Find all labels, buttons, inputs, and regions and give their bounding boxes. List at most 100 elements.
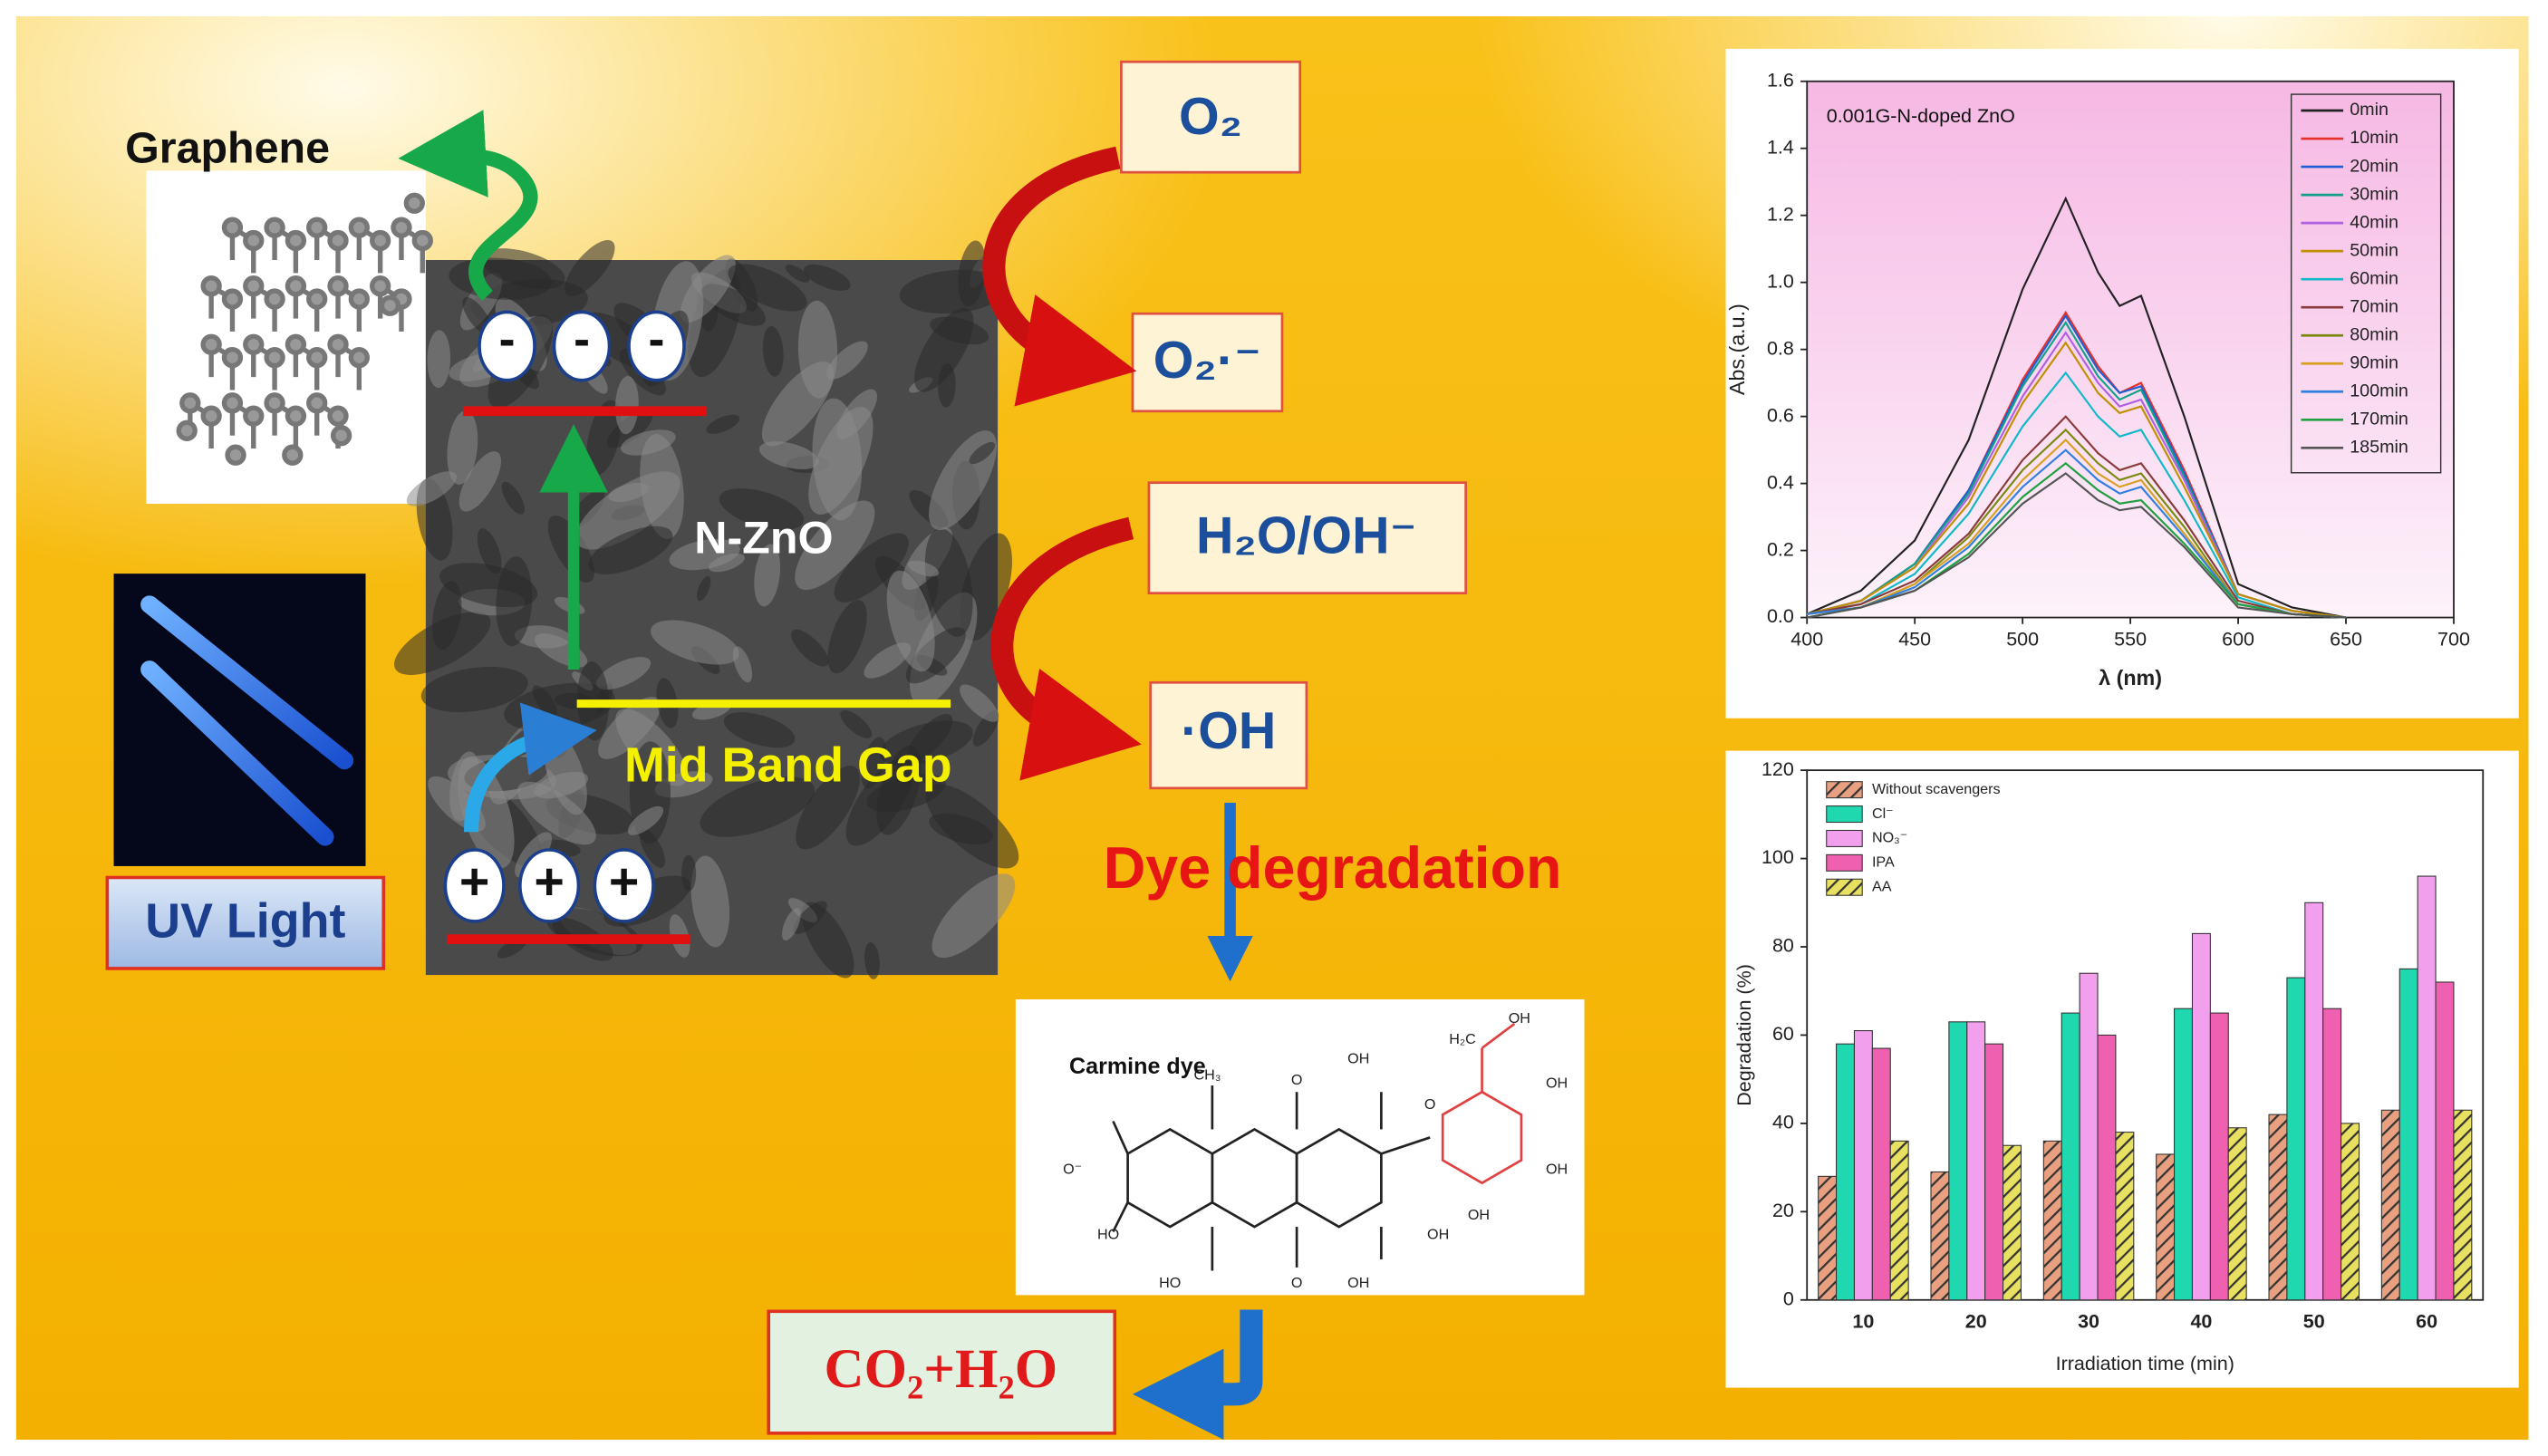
legend-label: 20min — [2350, 156, 2398, 176]
legend-label: 10min — [2350, 128, 2398, 148]
x-tick-label: 500 — [2006, 628, 2039, 650]
y-tick-label: 0.8 — [1767, 337, 1794, 359]
sem-grain — [840, 709, 873, 738]
species-box — [1149, 680, 1308, 790]
bar — [2286, 977, 2306, 1301]
sem-grain — [406, 471, 457, 506]
bar — [2322, 1008, 2342, 1301]
sem-grain — [758, 441, 819, 469]
species-box — [1147, 481, 1467, 594]
electron — [552, 310, 612, 382]
bar — [2417, 875, 2437, 1301]
hole — [593, 848, 655, 923]
sem-grain — [931, 873, 1016, 959]
dye-name: Carmine dye — [1069, 1054, 1206, 1079]
atom — [403, 192, 425, 214]
atom-label: OH — [1546, 1162, 1568, 1178]
atom — [411, 229, 433, 252]
atom — [221, 392, 244, 414]
y-tick-label: 0.6 — [1767, 404, 1794, 426]
sem-grain — [501, 481, 525, 515]
annotation: 0.001G-N-doped ZnO — [1827, 105, 2015, 127]
sem-grain — [431, 581, 462, 651]
sem-grain — [651, 620, 739, 665]
sem-grain — [427, 330, 451, 389]
bar — [2174, 1008, 2194, 1301]
sem-grain — [640, 433, 684, 539]
atom — [327, 229, 349, 252]
atom-label: H₂C — [1449, 1031, 1476, 1047]
bar — [1836, 1043, 1855, 1301]
atom — [264, 392, 285, 414]
atom — [369, 275, 391, 297]
plot-area — [1806, 80, 2455, 619]
y-tick-label: 80 — [1772, 935, 1794, 957]
x-tick-label: 600 — [2222, 628, 2254, 650]
y-tick-label: 0 — [1783, 1287, 1794, 1309]
sem-grain — [845, 757, 914, 846]
atom — [243, 405, 265, 427]
x-axis-label: Irradiation time (min) — [2056, 1353, 2234, 1374]
bar — [2340, 1123, 2360, 1301]
bar — [2115, 1132, 2135, 1301]
sem-grain — [782, 908, 801, 941]
x-tick-label: 650 — [2330, 628, 2362, 650]
x-tick-label: 400 — [1790, 628, 1823, 650]
sem-grain — [754, 544, 781, 607]
legend-label: 50min — [2350, 240, 2398, 260]
sem-grain — [614, 375, 639, 435]
water-label: H₂O/OH⁻ — [1196, 507, 1417, 565]
y-tick-label: 1.4 — [1767, 136, 1794, 158]
bar — [2156, 1153, 2176, 1301]
bar — [1948, 1021, 1968, 1301]
x-tick-label: 550 — [2114, 628, 2147, 650]
bar — [2209, 1012, 2229, 1301]
reaction-arrow — [982, 146, 1137, 407]
atom — [225, 444, 246, 466]
sem-grain — [516, 781, 596, 845]
sem-grain — [907, 560, 940, 577]
atom — [200, 405, 222, 427]
legend-label: NO₃⁻ — [1872, 830, 1907, 846]
atom — [306, 346, 328, 369]
sem-grain — [812, 398, 863, 521]
atom — [348, 288, 370, 310]
bar — [1853, 1030, 1873, 1301]
spectrum-line — [1807, 472, 2347, 619]
bond — [1112, 1120, 1129, 1154]
bond — [1112, 1201, 1129, 1233]
sem-grain — [458, 451, 502, 512]
atom-label: OH — [1427, 1226, 1449, 1242]
atom — [327, 405, 349, 427]
products-box — [767, 1309, 1117, 1435]
hole — [443, 848, 506, 923]
bar — [1889, 1140, 1909, 1301]
atom-label: OH — [1509, 1010, 1530, 1027]
atom-label: OH — [1546, 1075, 1568, 1092]
degradation-label: Dye degradation — [1104, 835, 1562, 901]
legend-label: Cl⁻ — [1872, 805, 1894, 822]
sem-grain — [924, 527, 973, 637]
x-tick-label: 40 — [2190, 1311, 2212, 1333]
legend-box — [2290, 93, 2442, 474]
bar — [2079, 972, 2099, 1301]
oxygen-label: O₂ — [1179, 88, 1242, 146]
sem-grain — [864, 941, 880, 979]
bar — [2398, 968, 2418, 1301]
legend-label: 30min — [2350, 184, 2398, 204]
sem-grain — [706, 414, 740, 434]
sem-grain — [690, 855, 730, 948]
legend-label: 170min — [2350, 410, 2408, 429]
sem-grain — [795, 500, 875, 591]
legend-swatch — [1826, 853, 1863, 872]
products-arrow — [1132, 1309, 1263, 1440]
atom — [243, 333, 265, 355]
atom — [306, 288, 328, 310]
atom — [200, 275, 222, 297]
atom-label: O — [1291, 1275, 1303, 1291]
sem-grain — [914, 308, 974, 392]
sem-grain — [588, 526, 673, 574]
superoxide-label: O₂·⁻ — [1153, 332, 1262, 390]
atom-label: HO — [1159, 1275, 1181, 1291]
